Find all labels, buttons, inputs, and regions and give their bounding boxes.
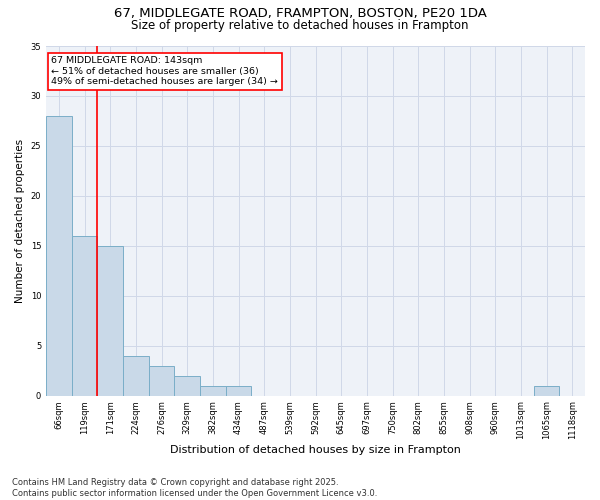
- Bar: [97, 246, 123, 396]
- Text: 67 MIDDLEGATE ROAD: 143sqm
← 51% of detached houses are smaller (36)
49% of semi: 67 MIDDLEGATE ROAD: 143sqm ← 51% of deta…: [52, 56, 278, 86]
- Bar: [149, 366, 175, 396]
- Bar: [46, 116, 72, 396]
- Text: 67, MIDDLEGATE ROAD, FRAMPTON, BOSTON, PE20 1DA: 67, MIDDLEGATE ROAD, FRAMPTON, BOSTON, P…: [113, 8, 487, 20]
- Text: Size of property relative to detached houses in Frampton: Size of property relative to detached ho…: [131, 18, 469, 32]
- Bar: [123, 356, 149, 396]
- Bar: [226, 386, 251, 396]
- Text: Contains HM Land Registry data © Crown copyright and database right 2025.
Contai: Contains HM Land Registry data © Crown c…: [12, 478, 377, 498]
- Y-axis label: Number of detached properties: Number of detached properties: [15, 138, 25, 303]
- Bar: [72, 236, 97, 396]
- Bar: [200, 386, 226, 396]
- Bar: [533, 386, 559, 396]
- X-axis label: Distribution of detached houses by size in Frampton: Distribution of detached houses by size …: [170, 445, 461, 455]
- Bar: [175, 376, 200, 396]
